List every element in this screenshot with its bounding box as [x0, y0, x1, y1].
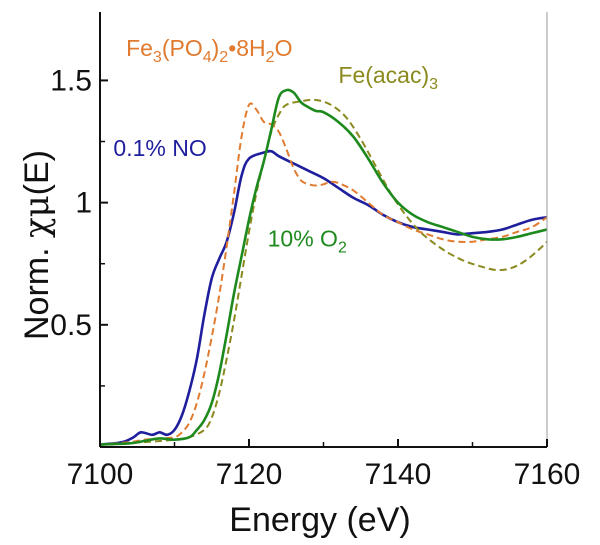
- y-axis: 0.5 1 1.5: [50, 64, 108, 387]
- plot-lines: [99, 88, 548, 446]
- x-axis-title: Energy (eV): [229, 501, 410, 539]
- series-label: Fe3(PO4)2•8H2O: [126, 35, 292, 66]
- series-label-part: 2: [266, 49, 275, 66]
- y-axis-title-suffix: (E): [18, 150, 56, 195]
- series-label-part: 3: [429, 76, 438, 93]
- x-tick-label: 7120: [216, 458, 283, 491]
- series-label-part: •8H: [228, 35, 265, 61]
- y-tick-label: 1: [75, 187, 92, 220]
- y-axis-title-prefix: Norm.: [18, 238, 56, 340]
- series-label: 10% O2: [268, 226, 347, 257]
- x-tick-label: 7100: [67, 458, 134, 491]
- series-line: [99, 98, 548, 446]
- series-label-part: 3: [153, 49, 162, 66]
- series-label: Fe(acac)3: [338, 62, 438, 93]
- series-line: [99, 149, 548, 446]
- series-label-part: 4: [203, 49, 212, 66]
- series-label-part: 10% O: [268, 226, 338, 252]
- y-tick-label: 0.5: [50, 309, 92, 342]
- series-label-part: O: [275, 35, 293, 61]
- series-line: [99, 88, 548, 446]
- series-label-part: Fe: [126, 35, 153, 61]
- series-label-part: (PO: [162, 35, 203, 61]
- y-axis-title-chi: χ: [17, 217, 57, 238]
- series-label-part: 2: [219, 49, 228, 66]
- x-tick-label: 7160: [514, 458, 581, 491]
- y-axis-title: Norm. χμ(E): [17, 150, 57, 340]
- y-tick-label: 1.5: [50, 64, 92, 97]
- series-label-part: Fe(acac): [338, 62, 429, 88]
- x-tick-label: 7140: [365, 458, 432, 491]
- series-label: 0.1% NO: [113, 135, 206, 161]
- series-label-part: 0.1% NO: [113, 135, 206, 161]
- x-axis: 7100 7120 7140 7160: [67, 439, 581, 491]
- series-line: [99, 102, 548, 446]
- series-label-part: ): [212, 35, 220, 61]
- series-label-part: 2: [338, 240, 347, 257]
- y-axis-title-mu: μ: [17, 195, 57, 217]
